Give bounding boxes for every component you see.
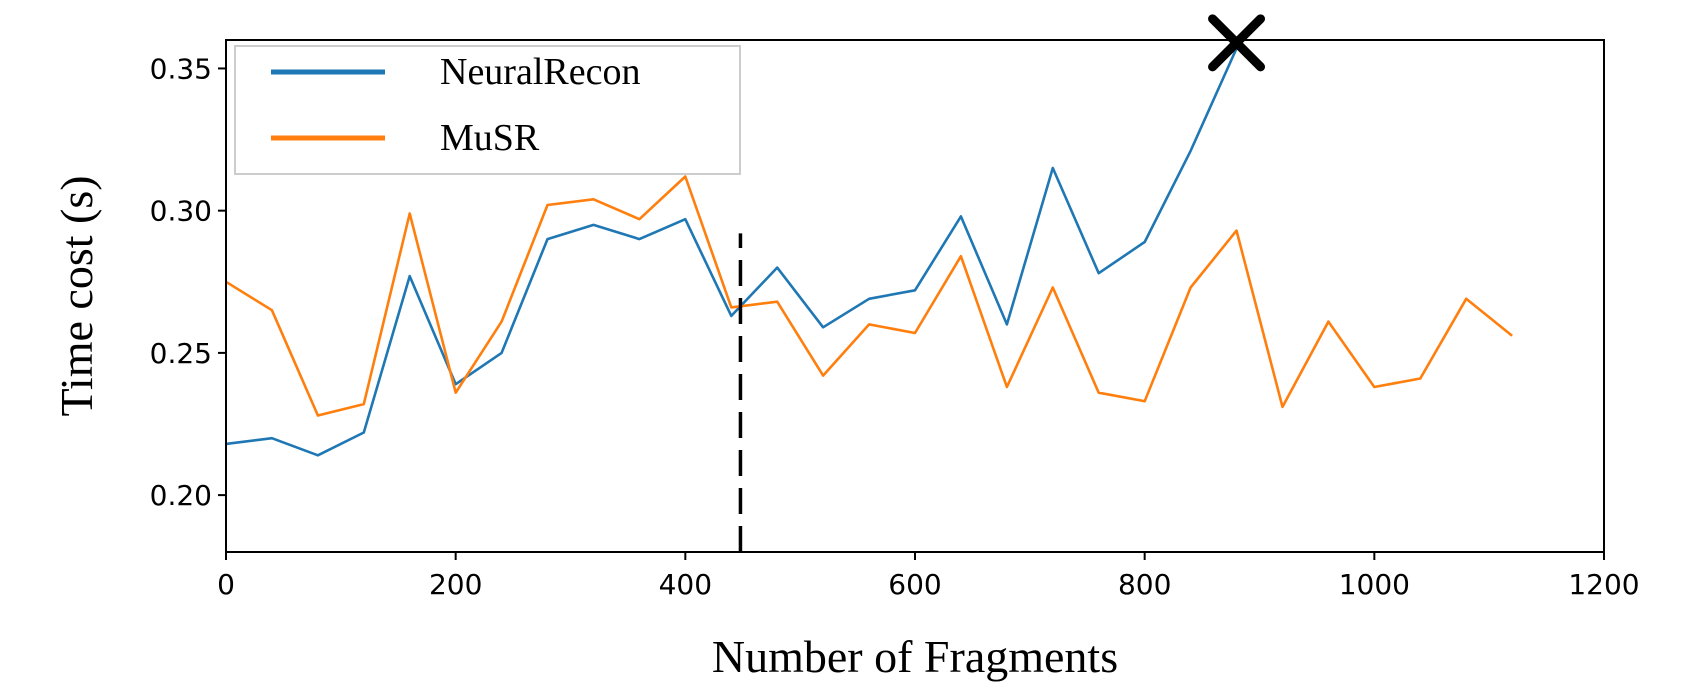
- y-tick-label: 0.25: [150, 337, 212, 370]
- x-tick-label: 0: [217, 568, 235, 601]
- y-tick-label: 0.35: [150, 52, 212, 85]
- legend-box: [234, 45, 741, 175]
- x-tick-label: 1200: [1568, 568, 1639, 601]
- y-tick-label: 0.30: [150, 195, 212, 228]
- legend-label: NeuralRecon: [440, 51, 640, 93]
- series-line-neuralrecon: [225, 47, 1238, 457]
- axis-ticks: 0 200 400 600 800 1000 1200 0.20 0.25 0.30 0.35: [150, 52, 1640, 601]
- y-axis-title: Time cost (s): [51, 175, 102, 416]
- x-tick-label: 200: [429, 568, 482, 601]
- legend-label: MuSR: [440, 117, 540, 159]
- x-axis-title: Number of Fragments: [712, 631, 1118, 682]
- x-tick-label: 1000: [1339, 568, 1410, 601]
- x-marker-stroke: [1208, 14, 1266, 72]
- x-tick-label: 400: [659, 568, 712, 601]
- series-line-musr: [225, 175, 1513, 417]
- legend: NeuralRecon MuSR: [234, 45, 741, 175]
- x-tick-label: 800: [1118, 568, 1171, 601]
- y-tick-label: 0.20: [150, 479, 212, 512]
- plot-content: [225, 14, 1513, 552]
- x-tick-label: 600: [888, 568, 941, 601]
- x-marker-icon: [1208, 14, 1266, 72]
